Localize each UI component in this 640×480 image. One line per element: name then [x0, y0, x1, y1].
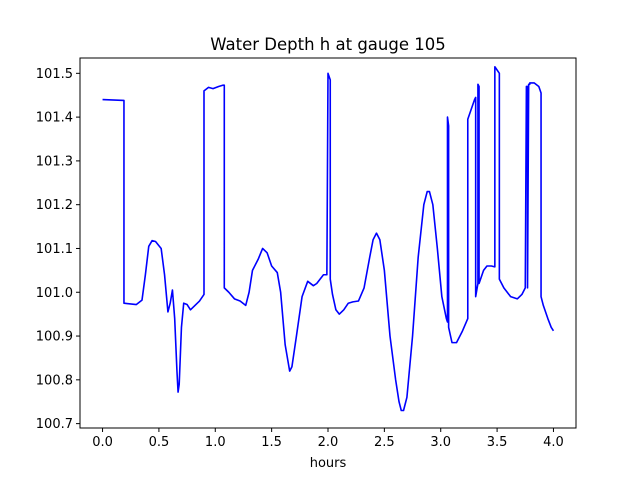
y-tick-label: 100.8: [36, 373, 73, 388]
y-tick-label: 101.1: [36, 242, 73, 257]
y-tick-label: 101.4: [36, 111, 73, 126]
x-tick-label: 0.0: [92, 435, 113, 450]
x-tick-label: 3.0: [430, 435, 451, 450]
x-tick-label: 1.0: [205, 435, 226, 450]
x-tick-label: 2.5: [374, 435, 395, 450]
x-tick-label: 2.0: [318, 435, 339, 450]
x-axis: 0.0 0.5 1.0 1.5 2.0 2.5 3.0 3.5 4.0: [92, 428, 564, 450]
x-tick-label: 3.5: [487, 435, 508, 450]
y-tick-label: 100.9: [36, 330, 73, 345]
series-line-0: [102, 65, 555, 412]
x-tick-label: 0.5: [149, 435, 170, 450]
y-tick-label: 100.7: [36, 417, 73, 432]
x-axis-label: hours: [310, 456, 347, 471]
x-tick-label: 1.5: [261, 435, 282, 450]
x-tick-label: 4.0: [543, 435, 564, 450]
y-tick-label: 101.5: [36, 67, 73, 82]
y-tick-label: 101.2: [36, 198, 73, 213]
y-tick-label: 101.0: [36, 286, 73, 301]
y-tick-label: 101.3: [36, 154, 73, 169]
plot-area: [79, 57, 577, 429]
chart-title: Water Depth h at gauge 105: [210, 35, 445, 54]
y-axis: 100.7 100.8 100.9 101.0 101.1 101.2 101.3 101.4…: [36, 67, 80, 432]
